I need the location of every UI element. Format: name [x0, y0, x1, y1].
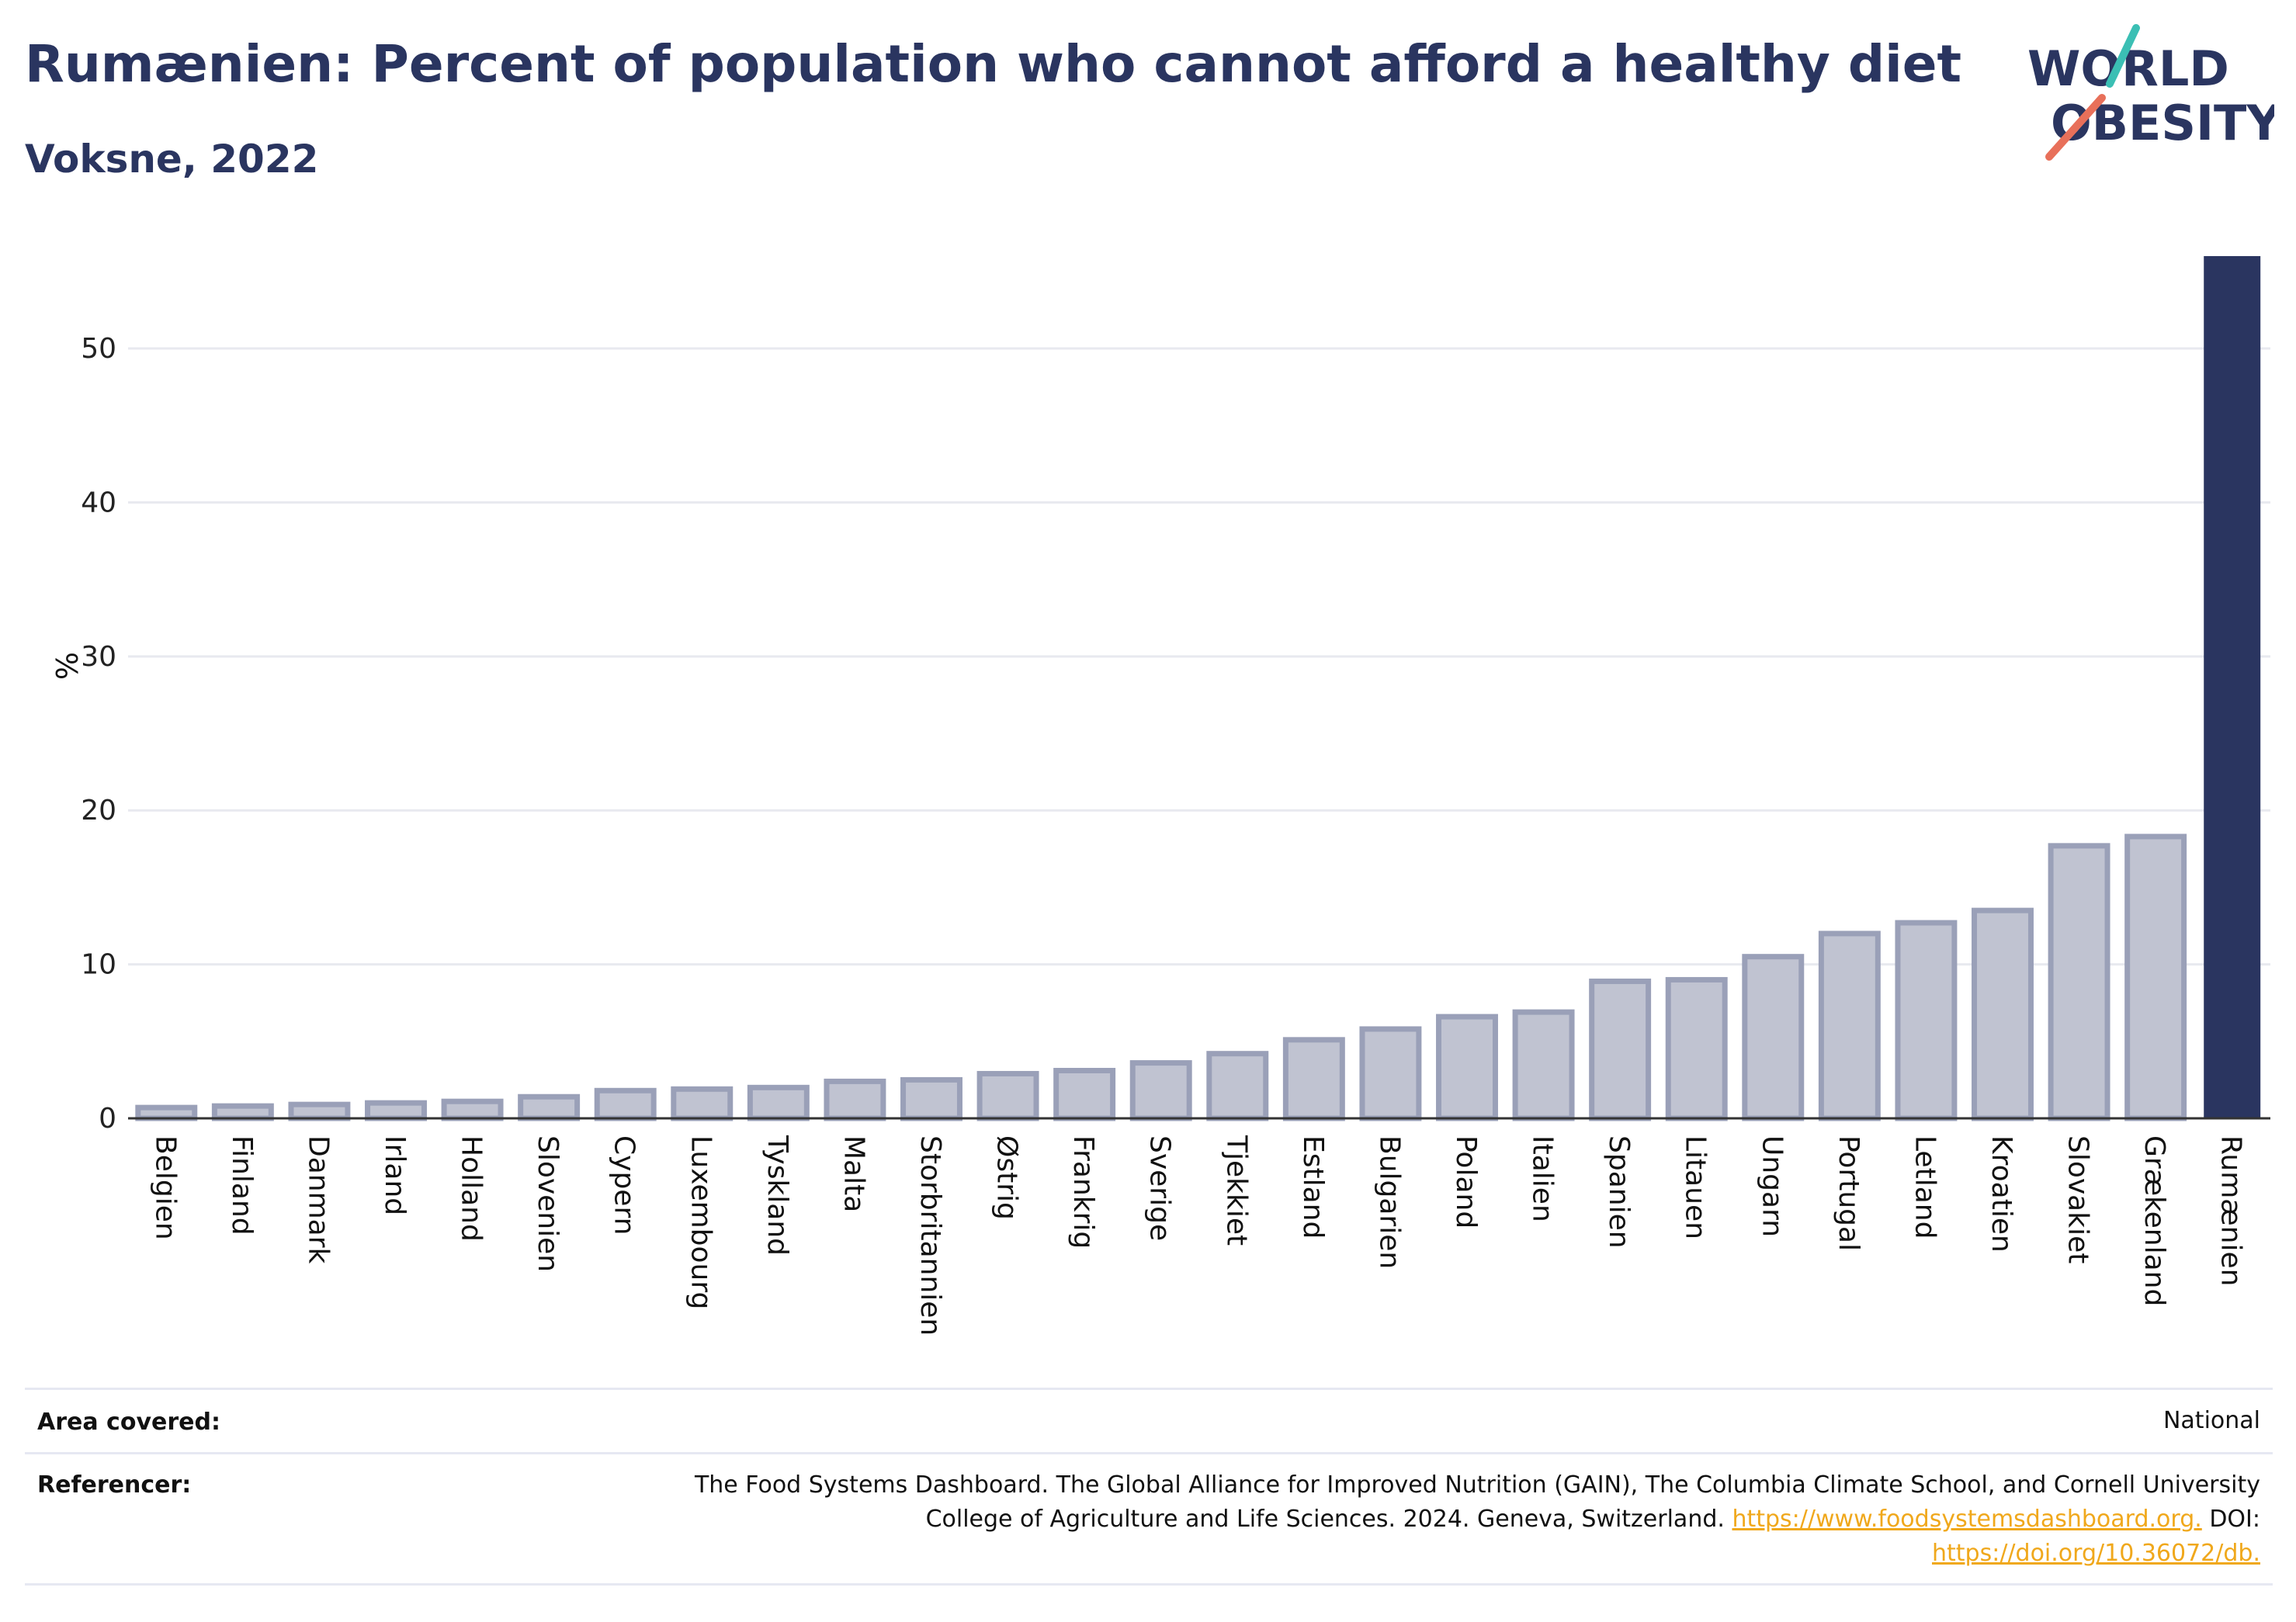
- bar-danmark[interactable]: [288, 1101, 351, 1121]
- x-tick-label: Grækenland: [2138, 1135, 2170, 1306]
- references-line-3: https://doi.org/10.36072/db.: [25, 1537, 2260, 1571]
- x-tick-label: Danmark: [302, 1135, 334, 1264]
- x-tick-label: Poland: [1450, 1135, 1482, 1229]
- references-line-1: The Food Systems Dashboard. The Global A…: [694, 1471, 2260, 1499]
- x-tick-label: Litauen: [1680, 1135, 1712, 1239]
- x-tick-label: Holland: [456, 1135, 487, 1242]
- bar-finland[interactable]: [211, 1103, 274, 1121]
- references-line-2: College of Agriculture and Life Sciences…: [25, 1502, 2260, 1537]
- x-tick-label: Portugal: [1833, 1135, 1864, 1251]
- x-tick-label: Letland: [1909, 1135, 1941, 1239]
- x-tick-label: Spanien: [1603, 1135, 1635, 1249]
- x-tick-label: Ungarn: [1756, 1135, 1788, 1237]
- x-tick-label: Bulgarien: [1373, 1135, 1405, 1269]
- y-axis-ticks: 0 10 20 30 40 50: [81, 333, 116, 1135]
- x-tick-label: Tjekkiet: [1220, 1135, 1252, 1246]
- bar-litauen[interactable]: [1665, 976, 1728, 1121]
- x-tick-label: Italien: [1527, 1135, 1559, 1222]
- bar-spanien[interactable]: [1589, 978, 1652, 1121]
- bar-rumænien[interactable]: [2204, 256, 2261, 1118]
- x-tick-label: Luxembourg: [685, 1135, 716, 1309]
- area-covered-label: Area covered:: [37, 1409, 220, 1436]
- chart-title: Rumænien: Percent of population who cann…: [25, 34, 1962, 94]
- doi-label: DOI:: [2209, 1506, 2260, 1533]
- y-tick-label: 20: [81, 795, 116, 827]
- bar-sverige[interactable]: [1129, 1060, 1192, 1121]
- x-tick-label: Storbritannien: [914, 1135, 946, 1336]
- x-tick-label: Kroatien: [1986, 1135, 2017, 1253]
- bar-cypern[interactable]: [594, 1087, 657, 1121]
- y-axis-label: %: [49, 652, 83, 680]
- x-tick-label: Frankrig: [1067, 1135, 1099, 1249]
- x-tick-label: Slovenien: [532, 1135, 564, 1272]
- logo-slash-bottom-icon: [2045, 94, 2106, 161]
- x-axis-ticks: Belgien Finland Danmark Irland Holland Sloven…: [149, 1135, 2246, 1336]
- logo-slash-top-icon: [2106, 24, 2140, 88]
- y-tick-label: 10: [81, 949, 116, 981]
- y-tick-label: 40: [81, 487, 116, 518]
- x-tick-label: Malta: [838, 1135, 869, 1212]
- chart-footer: Area covered: National Referencer: The F…: [25, 1388, 2273, 1586]
- bar-irland[interactable]: [365, 1100, 427, 1121]
- bar-italien[interactable]: [1512, 1009, 1575, 1121]
- bar-belgien[interactable]: [135, 1104, 198, 1121]
- bar-frankrig[interactable]: [1053, 1067, 1116, 1121]
- x-tick-label: Belgien: [149, 1135, 181, 1240]
- bar-malta[interactable]: [824, 1078, 886, 1121]
- bar-tjekkiet[interactable]: [1206, 1051, 1269, 1121]
- y-tick-label: 50: [81, 333, 116, 365]
- y-tick-label: 30: [81, 641, 116, 673]
- gridlines: [128, 347, 2270, 966]
- bar-kroatien[interactable]: [1972, 907, 2034, 1121]
- bars: [135, 256, 2261, 1121]
- world-obesity-logo: WORLD OBESITY: [2027, 24, 2274, 161]
- bar-storbritannien[interactable]: [900, 1076, 962, 1121]
- area-covered-value: National: [2162, 1407, 2260, 1434]
- bar-holland[interactable]: [441, 1098, 504, 1121]
- bar-estland[interactable]: [1282, 1037, 1345, 1121]
- logo-word-obesity: OBESITY: [2051, 95, 2274, 151]
- x-tick-label: Slovakiet: [2062, 1135, 2094, 1263]
- doi-link[interactable]: https://doi.org/10.36072/db.: [1932, 1540, 2260, 1567]
- references-line-2-text: College of Agriculture and Life Sciences…: [925, 1506, 1725, 1533]
- bar-ungarn[interactable]: [1742, 954, 1805, 1121]
- bar-chart: 0 10 20 30 40 50 Belgien Finland Danmark Irland H…: [49, 256, 2270, 1336]
- x-tick-label: Estland: [1297, 1135, 1329, 1239]
- x-tick-label: Irland: [379, 1135, 411, 1215]
- dashboard-link[interactable]: https://www.foodsystemsdashboard.org.: [1732, 1506, 2202, 1533]
- bar-luxembourg[interactable]: [671, 1086, 734, 1121]
- bar-letland[interactable]: [1895, 920, 1958, 1121]
- bar-bulgarien[interactable]: [1359, 1026, 1422, 1121]
- bar-slovenien[interactable]: [518, 1093, 581, 1121]
- x-tick-label: Rumænien: [2215, 1135, 2247, 1286]
- x-tick-label: Finland: [226, 1135, 258, 1236]
- references-text: The Food Systems Dashboard. The Global A…: [25, 1454, 2273, 1571]
- references-label: Referencer:: [37, 1471, 192, 1499]
- footer-row-references: Referencer: The Food Systems Dashboard. …: [25, 1452, 2273, 1586]
- bar-grækenland[interactable]: [2124, 834, 2187, 1121]
- footer-row-area: Area covered: National: [25, 1388, 2273, 1452]
- x-tick-label: Cypern: [609, 1135, 640, 1235]
- x-tick-label: Østrig: [991, 1135, 1023, 1220]
- x-tick-label: Sverige: [1144, 1135, 1176, 1241]
- bar-slovakiet[interactable]: [2048, 843, 2110, 1121]
- chart-subtitle: Voksne, 2022: [25, 137, 319, 182]
- y-tick-label: 0: [99, 1103, 116, 1135]
- bar-poland[interactable]: [1436, 1014, 1498, 1121]
- bar-tyskland[interactable]: [747, 1084, 810, 1121]
- bar-østrig[interactable]: [976, 1070, 1039, 1121]
- x-tick-label: Tyskland: [761, 1135, 793, 1256]
- bar-portugal[interactable]: [1818, 931, 1881, 1121]
